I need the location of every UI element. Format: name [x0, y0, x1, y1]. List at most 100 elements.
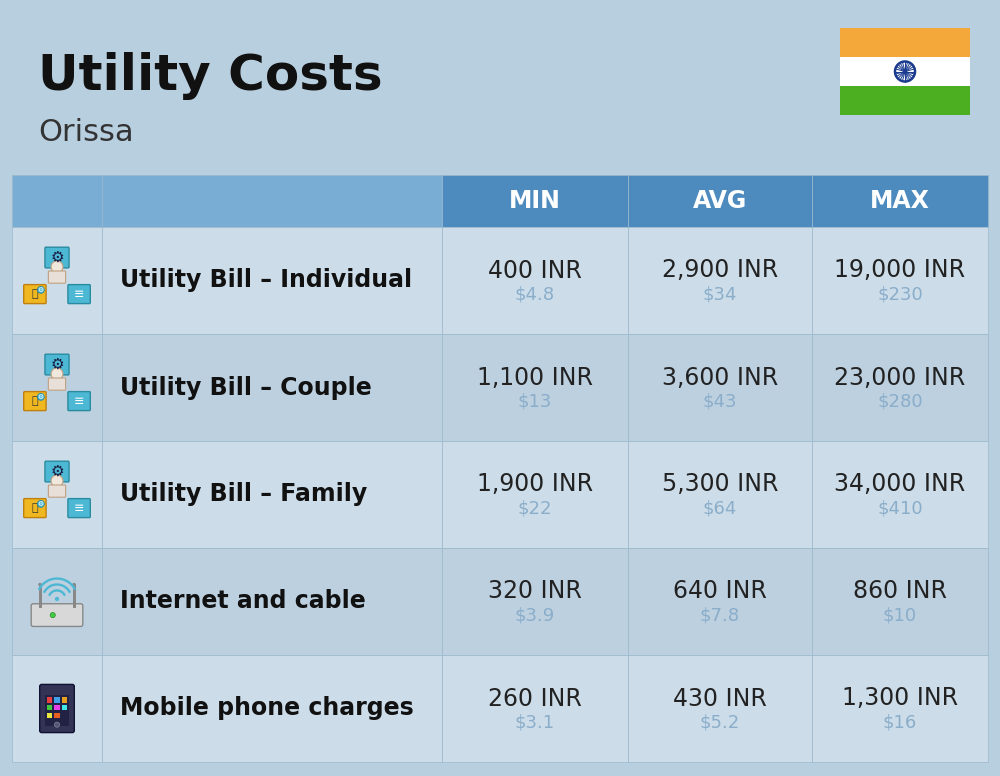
Bar: [628, 655, 812, 762]
FancyBboxPatch shape: [24, 499, 46, 518]
Text: ⚙: ⚙: [50, 357, 64, 372]
Bar: [812, 175, 988, 227]
FancyBboxPatch shape: [31, 604, 83, 626]
Bar: [812, 548, 988, 655]
Text: Utility Bill – Individual: Utility Bill – Individual: [120, 268, 412, 293]
FancyBboxPatch shape: [68, 392, 90, 411]
Text: $34: $34: [703, 286, 737, 303]
Bar: [54, 712, 60, 718]
Text: Orissa: Orissa: [38, 118, 134, 147]
Circle shape: [37, 393, 44, 400]
Text: $22: $22: [518, 500, 552, 518]
Text: 34,000 INR: 34,000 INR: [834, 473, 966, 497]
Text: $7.8: $7.8: [700, 607, 740, 625]
Bar: [12, 548, 102, 655]
Text: ≡: ≡: [74, 288, 84, 300]
Text: 1,300 INR: 1,300 INR: [842, 687, 958, 711]
Bar: [47, 712, 52, 718]
Text: 2,900 INR: 2,900 INR: [662, 258, 778, 282]
Text: Utility Bill – Couple: Utility Bill – Couple: [120, 376, 372, 400]
Text: $230: $230: [877, 286, 923, 303]
Text: ⚙: ⚙: [38, 501, 44, 507]
Bar: [62, 698, 67, 702]
Text: 3,600 INR: 3,600 INR: [662, 365, 778, 390]
Bar: [12, 334, 102, 441]
Text: 🤖: 🤖: [32, 503, 38, 513]
Text: 1,100 INR: 1,100 INR: [477, 365, 593, 390]
Text: Utility Bill – Family: Utility Bill – Family: [120, 483, 367, 507]
Bar: [628, 175, 812, 227]
FancyBboxPatch shape: [48, 271, 66, 283]
FancyBboxPatch shape: [68, 285, 90, 303]
Bar: [812, 441, 988, 548]
Circle shape: [37, 501, 44, 508]
Text: $13: $13: [518, 393, 552, 411]
Text: MAX: MAX: [870, 189, 930, 213]
Bar: [628, 548, 812, 655]
Text: Utility Costs: Utility Costs: [38, 52, 383, 100]
FancyBboxPatch shape: [40, 684, 74, 733]
Text: 400 INR: 400 INR: [488, 258, 582, 282]
Bar: [102, 441, 442, 548]
Text: $16: $16: [883, 713, 917, 732]
Bar: [812, 655, 988, 762]
Circle shape: [50, 612, 55, 618]
Bar: [54, 705, 60, 710]
Circle shape: [903, 70, 907, 74]
Bar: [628, 441, 812, 548]
Bar: [840, 86, 970, 115]
Text: Internet and cable: Internet and cable: [120, 590, 366, 614]
Text: ⚙: ⚙: [38, 287, 44, 293]
Bar: [628, 334, 812, 441]
Text: 1,900 INR: 1,900 INR: [477, 473, 593, 497]
Bar: [47, 705, 52, 710]
Bar: [102, 548, 442, 655]
FancyBboxPatch shape: [68, 499, 90, 518]
Text: 5,300 INR: 5,300 INR: [662, 473, 778, 497]
Bar: [12, 655, 102, 762]
Bar: [840, 28, 970, 57]
Bar: [442, 655, 628, 762]
FancyBboxPatch shape: [48, 378, 66, 390]
Circle shape: [54, 722, 60, 727]
Circle shape: [51, 368, 63, 379]
Bar: [12, 175, 102, 227]
Text: ⚙: ⚙: [38, 394, 44, 400]
Bar: [45, 695, 69, 726]
Text: ≡: ≡: [74, 395, 84, 407]
Text: 🤖: 🤖: [32, 289, 38, 299]
Bar: [628, 227, 812, 334]
Bar: [442, 548, 628, 655]
Bar: [102, 227, 442, 334]
Bar: [442, 175, 628, 227]
Text: 🤖: 🤖: [32, 396, 38, 406]
Text: 320 INR: 320 INR: [488, 580, 582, 604]
Text: $3.9: $3.9: [515, 607, 555, 625]
FancyBboxPatch shape: [45, 248, 69, 268]
Bar: [442, 334, 628, 441]
FancyBboxPatch shape: [48, 485, 66, 497]
Text: 19,000 INR: 19,000 INR: [834, 258, 966, 282]
Text: $3.1: $3.1: [515, 713, 555, 732]
Bar: [102, 334, 442, 441]
Text: 860 INR: 860 INR: [853, 580, 947, 604]
Circle shape: [55, 597, 59, 601]
Text: 260 INR: 260 INR: [488, 687, 582, 711]
Text: 23,000 INR: 23,000 INR: [834, 365, 966, 390]
Bar: [47, 698, 52, 702]
Text: $280: $280: [877, 393, 923, 411]
Text: ⚙: ⚙: [50, 250, 64, 265]
Text: 430 INR: 430 INR: [673, 687, 767, 711]
FancyBboxPatch shape: [24, 285, 46, 303]
Circle shape: [37, 286, 44, 293]
Bar: [840, 57, 970, 86]
Text: $64: $64: [703, 500, 737, 518]
Text: $4.8: $4.8: [515, 286, 555, 303]
FancyBboxPatch shape: [24, 392, 46, 411]
Circle shape: [38, 583, 42, 586]
Text: $5.2: $5.2: [700, 713, 740, 732]
Bar: [54, 698, 60, 702]
Text: Mobile phone charges: Mobile phone charges: [120, 697, 414, 720]
Bar: [12, 227, 102, 334]
Circle shape: [51, 475, 63, 487]
